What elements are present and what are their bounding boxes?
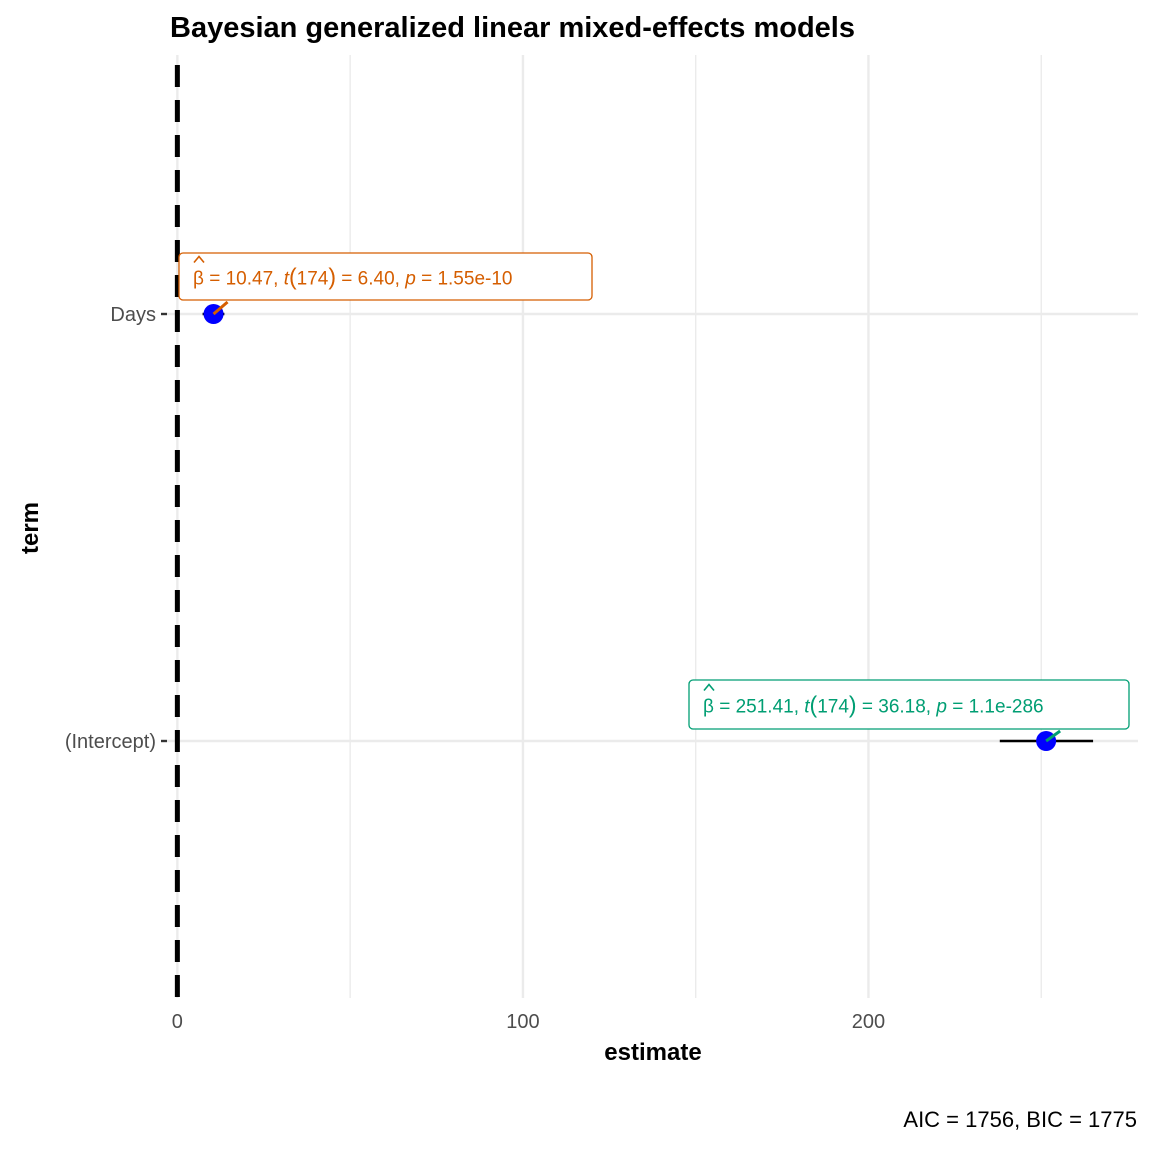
label-part: 174 [817,697,849,718]
label-part: = 1.55e-10 [416,269,513,290]
label-part: = 251.41, [714,697,804,718]
chart-title: Bayesian generalized linear mixed-effect… [170,12,855,44]
label-part: ) [328,264,336,290]
label-part: = 36.18, [857,697,937,718]
label-part: = 10.47, [204,269,284,290]
x-tick-label: 0 [172,1011,183,1033]
label-connector [1045,729,1061,743]
x-axis-title: estimate [604,1039,701,1066]
label-part: ( [289,264,297,290]
label-part: t [284,269,290,290]
grid-layer [167,55,1138,998]
estimate-label: β = 10.47, t(174) = 6.40, p = 1.55e-10 [193,264,512,290]
label-part: p [935,697,947,718]
label-box [178,252,593,301]
beta-hat-icon [193,255,205,264]
label-part: β [703,697,714,718]
label-connector [212,300,229,316]
label-part: 174 [297,269,329,290]
y-axis-title: term [17,502,44,554]
x-tick-label: 100 [506,1011,539,1033]
label-part: p [404,269,416,290]
y-tick-label: Days [110,304,156,326]
x-tick-label: 200 [852,1011,885,1033]
label-box [688,679,1130,730]
axis-layer: Days (Intercept) 0 100 200 [65,304,885,1033]
y-tick-label: (Intercept) [65,731,156,753]
label-part: t [804,697,810,718]
estimate-label: β = 251.41, t(174) = 36.18, p = 1.1e-286 [703,692,1044,718]
labels-layer: β = 10.47, t(174) = 6.40, p = 1.55e-10β … [178,252,1130,743]
label-part: β [193,269,204,290]
label-part: ( [810,692,818,718]
label-part: = 1.1e-286 [947,697,1044,718]
label-part: = 6.40, [336,269,405,290]
caption: AIC = 1756, BIC = 1775 [903,1107,1137,1132]
beta-hat-icon [703,683,715,692]
label-part: ) [849,692,857,718]
